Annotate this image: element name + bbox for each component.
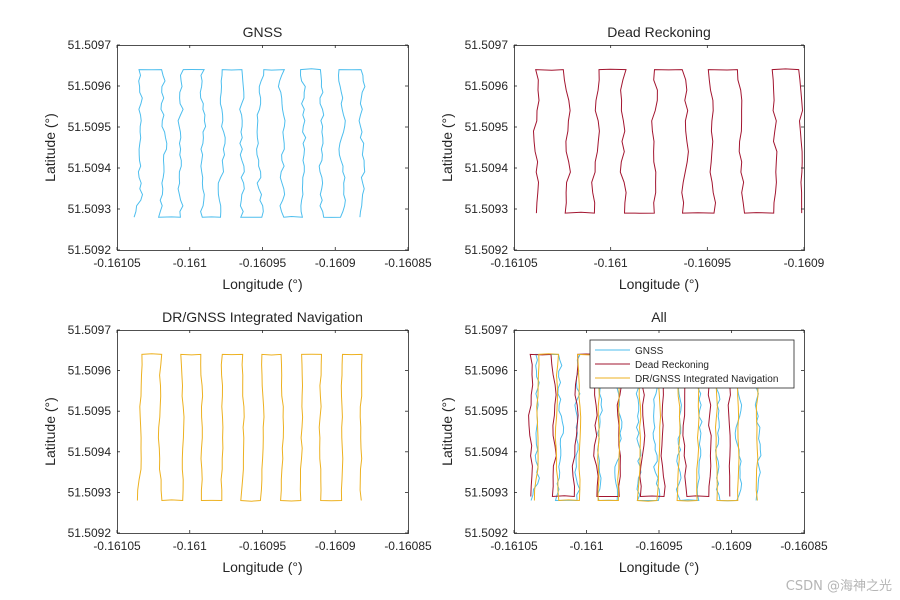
- x-tick-label: -0.1609: [315, 539, 356, 553]
- x-axis-label: Longitude (°): [619, 276, 699, 292]
- watermark: CSDN @海神之光: [785, 579, 892, 594]
- y-tick-label: 51.5095: [68, 120, 112, 134]
- legend: GNSS Dead Reckoning DR/GNSS Integrated Nav…: [589, 339, 795, 389]
- y-tick-label: 51.5095: [465, 404, 509, 418]
- y-tick-label: 51.5097: [465, 38, 509, 52]
- x-tick-label: -0.16105: [93, 539, 141, 553]
- axes-box: [117, 330, 409, 534]
- y-tick-label: 51.5096: [68, 79, 112, 93]
- x-tick-label: -0.16095: [635, 539, 683, 553]
- x-tick-label: -0.16105: [490, 256, 538, 270]
- chart-title: All: [651, 309, 667, 325]
- x-tick-label: -0.161: [594, 256, 628, 270]
- chart-title: DR/GNSS Integrated Navigation: [162, 309, 363, 325]
- y-tick-label: 51.5092: [465, 243, 509, 257]
- x-tick-label: -0.16105: [490, 539, 538, 553]
- y-tick-label: 51.5096: [68, 364, 112, 378]
- y-axis-label: Latitude (°): [42, 397, 58, 466]
- x-axis-label: Longitude (°): [619, 559, 699, 575]
- y-tick-label: 51.5093: [68, 202, 112, 216]
- chart-title: Dead Reckoning: [607, 24, 711, 40]
- y-tick-label: 51.5097: [68, 38, 112, 52]
- series-line-int: [136, 353, 363, 502]
- x-tick-label: -0.161: [569, 539, 603, 553]
- x-tick-label: -0.16095: [239, 256, 287, 270]
- panel-1: -0.16105 -0.161 -0.16095 -0.1609 -0.16085 51.…: [42, 24, 432, 292]
- x-tick-label: -0.16095: [239, 539, 287, 553]
- legend-entry: Dead Reckoning: [635, 360, 709, 371]
- x-axis-label: Longitude (°): [222, 559, 302, 575]
- y-axis-label: Latitude (°): [42, 113, 58, 182]
- x-tick-label: -0.16095: [684, 256, 732, 270]
- y-tick-label: 51.5092: [68, 243, 112, 257]
- x-tick-label: -0.16085: [780, 539, 828, 553]
- y-tick-label: 51.5092: [68, 526, 112, 540]
- series-line-gnss: [133, 68, 366, 218]
- y-tick-label: 51.5097: [68, 323, 112, 337]
- axes-box: [117, 45, 409, 251]
- x-tick-label: -0.1609: [711, 539, 752, 553]
- x-tick-label: -0.16085: [384, 256, 432, 270]
- x-tick-label: -0.16085: [384, 539, 432, 553]
- x-tick-label: -0.161: [173, 256, 207, 270]
- y-tick-label: 51.5095: [68, 404, 112, 418]
- legend-entry: DR/GNSS Integrated Navigation: [635, 374, 778, 385]
- y-axis-label: Latitude (°): [439, 397, 455, 466]
- y-tick-label: 51.5092: [465, 526, 509, 540]
- series-line-int: [533, 353, 759, 502]
- y-tick-label: 51.5094: [465, 161, 509, 175]
- x-axis-label: Longitude (°): [222, 276, 302, 292]
- axes-box: [514, 330, 805, 534]
- panel-4: -0.16105 -0.161 -0.16095 -0.1609 -0.16085 51.…: [439, 309, 828, 575]
- x-tick-label: -0.1609: [784, 256, 825, 270]
- series-line-dr: [532, 68, 804, 214]
- chart-title: GNSS: [243, 24, 283, 40]
- y-tick-label: 51.5096: [465, 79, 509, 93]
- y-tick-label: 51.5097: [465, 323, 509, 337]
- panel-2: -0.16105 -0.161 -0.16095 -0.1609 51.5092 51.5…: [439, 24, 825, 292]
- y-tick-label: 51.5096: [465, 364, 509, 378]
- y-tick-label: 51.5093: [465, 485, 509, 499]
- legend-entry: GNSS: [635, 346, 664, 357]
- y-tick-label: 51.5093: [465, 202, 509, 216]
- y-tick-label: 51.5094: [68, 161, 112, 175]
- x-tick-label: -0.1609: [315, 256, 356, 270]
- axes-box: [514, 45, 805, 251]
- y-tick-label: 51.5093: [68, 485, 112, 499]
- x-tick-label: -0.16105: [93, 256, 141, 270]
- y-axis-label: Latitude (°): [439, 113, 455, 182]
- y-tick-label: 51.5094: [68, 445, 112, 459]
- x-tick-label: -0.161: [173, 539, 207, 553]
- y-tick-label: 51.5094: [465, 445, 509, 459]
- y-tick-label: 51.5095: [465, 120, 509, 134]
- panel-3: -0.16105 -0.161 -0.16095 -0.1609 -0.16085 51.…: [42, 309, 432, 575]
